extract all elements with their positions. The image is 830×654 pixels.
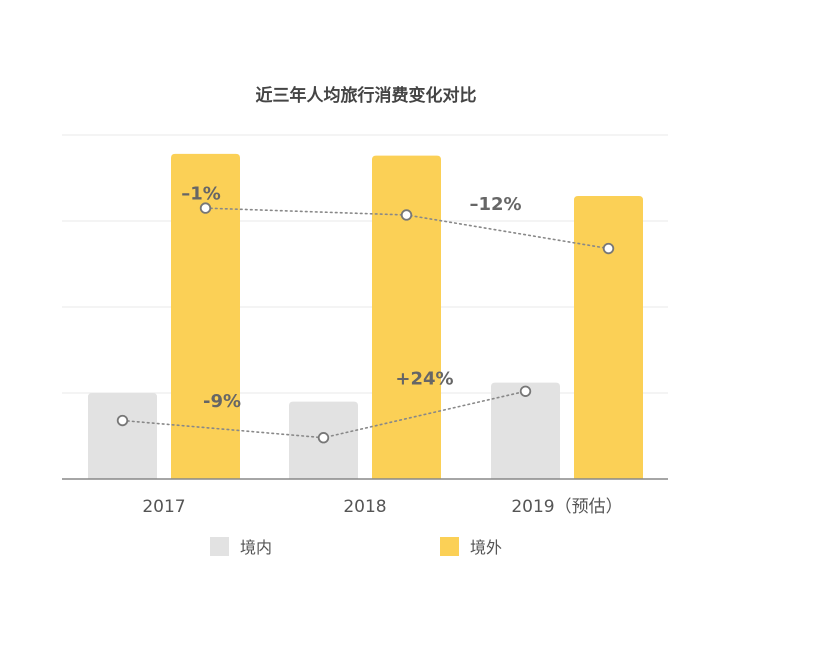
x-tick-label: 2019（预估）: [511, 497, 622, 517]
trend-marker: [199, 202, 212, 214]
bar-overseas-2: [574, 196, 643, 479]
legend-label-overseas: 境外: [470, 538, 502, 557]
chart-title: 近三年人均旅行消费变化对比: [256, 85, 477, 106]
trend-marker: [400, 209, 413, 221]
legend-swatch-domestic: [210, 537, 229, 556]
change-label: +24%: [395, 369, 453, 390]
change-label: –12%: [469, 194, 521, 215]
bars: [88, 153, 643, 480]
trend-marker: [317, 432, 330, 444]
gridlines: [62, 134, 668, 394]
legend-label-domestic: 境内: [240, 538, 272, 557]
bar-overseas-1: [372, 155, 441, 479]
x-tick-labels: 2017 2018 2019（预估）: [142, 497, 622, 517]
trend-marker: [519, 385, 532, 397]
trend-marker: [116, 414, 129, 427]
change-label: -9%: [203, 391, 241, 412]
x-tick-label: 2017: [142, 497, 185, 517]
trend-marker: [602, 242, 615, 255]
change-label: –1%: [181, 184, 221, 205]
change-labels: -9% +24% –1% –12%: [181, 184, 521, 413]
legend: 境内 境外: [210, 537, 502, 557]
legend-swatch-overseas: [440, 537, 459, 556]
bar-domestic-0: [88, 393, 157, 479]
trend-lines: [116, 202, 615, 444]
x-tick-label: 2018: [343, 497, 386, 517]
bar-domestic-2: [491, 382, 560, 479]
bar-overseas-0: [171, 153, 240, 480]
